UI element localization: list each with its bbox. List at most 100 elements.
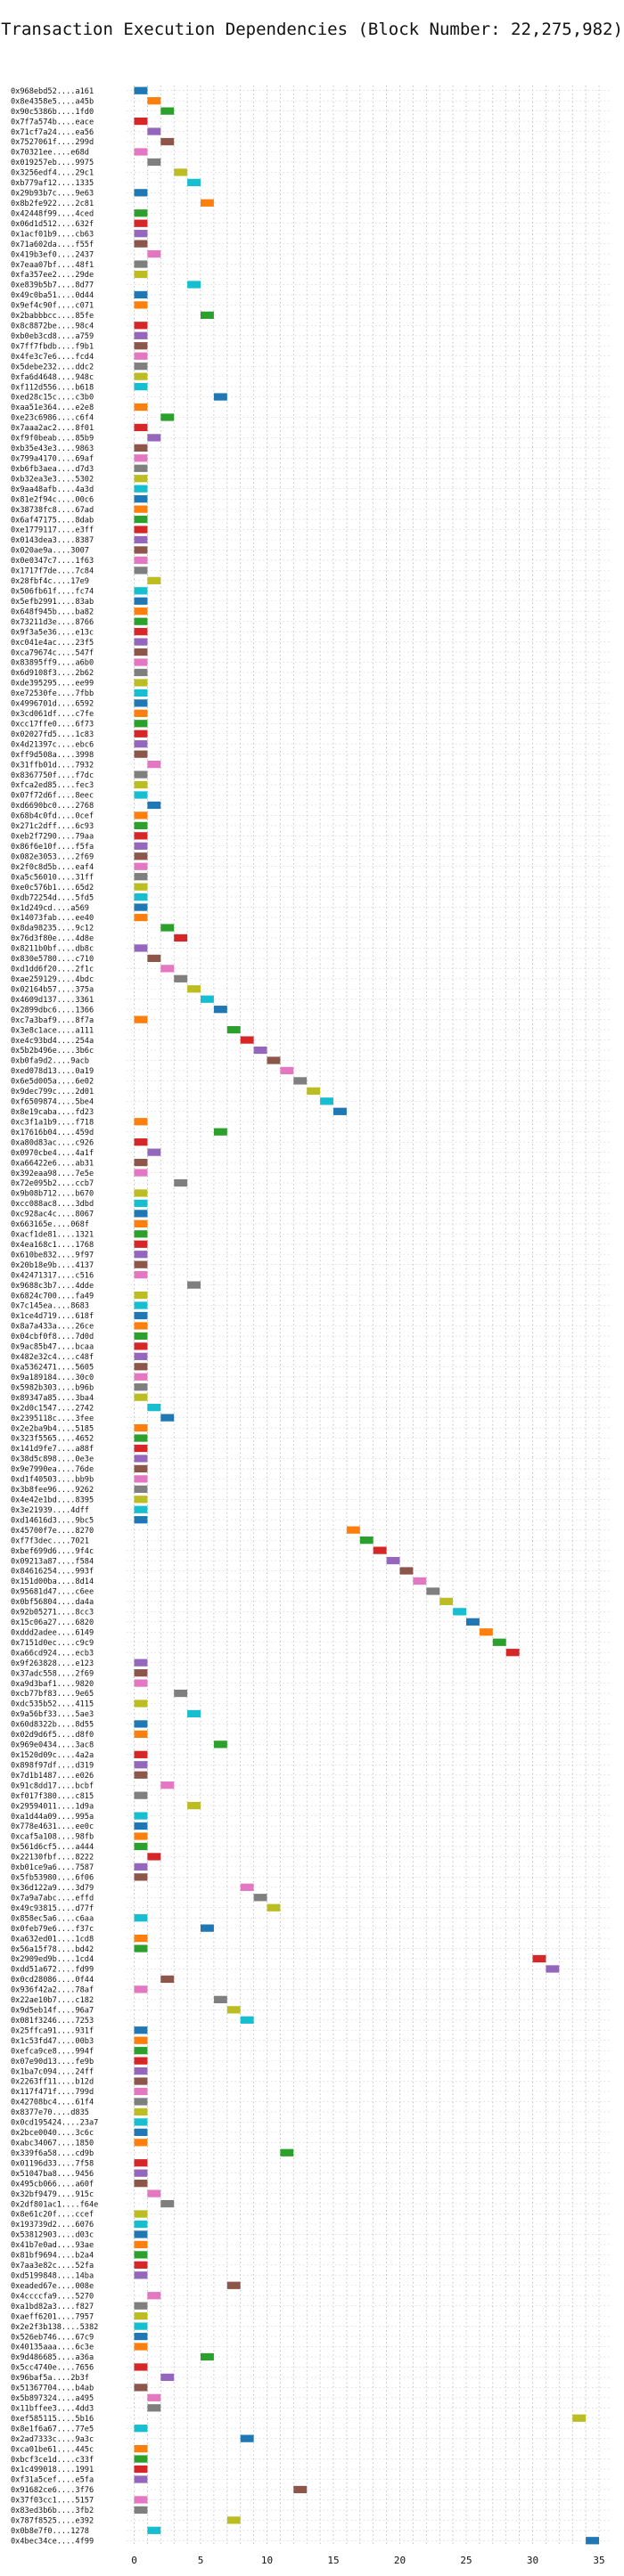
row-label: 0x7aa3e82c....52fa [11,2262,94,2270]
row-label: 0x42471317....c516 [11,1271,94,1280]
task-bar [134,1322,148,1330]
task-bar [147,761,161,769]
row-label: 0xcc17ffe0....6f73 [11,720,94,729]
row-label: 0x8367750f....f7dc [11,771,94,780]
row-label: 0x1520d09c....4a2a [11,1751,94,1760]
row-label: 0xa1bd82a3....f827 [11,2303,94,2311]
row-label: 0x51047ba8....9456 [11,2170,94,2179]
row-label: 0xdd51a672....fd99 [11,1966,94,1975]
row-label: 0x392eaa98....7e5e [11,1170,94,1178]
row-label: 0x7ff7fbdb....f9b1 [11,342,94,351]
task-bar [187,1281,201,1289]
task-bar [147,2526,161,2534]
task-bar [134,2180,148,2188]
row-label: 0x799a4170....69af [11,455,94,464]
row-label: 0x01196d33....7f58 [11,2159,94,2168]
task-bar [134,240,148,248]
task-bar [134,1659,148,1667]
task-bar [134,811,148,819]
row-label: 0x7c145ea....8683 [11,1302,89,1311]
task-bar [134,1251,148,1259]
task-bar [134,148,148,156]
task-bar [134,2057,148,2065]
row-label: 0x73211d3e....8766 [11,618,94,627]
row-label: 0xd5199848....14ba [11,2271,94,2280]
row-label: 0x2d0c1547....2742 [11,1404,94,1413]
row-label: 0xa66422e6....ab31 [11,1159,94,1168]
row-label: 0xc928ac4c....8067 [11,1211,94,1219]
task-bar [134,2036,148,2044]
row-label: 0x778e4631....ee0c [11,1822,94,1831]
row-label: 0x561d6cf5....a444 [11,1843,94,1852]
row-label: 0x28fbf4c....17e9 [11,577,89,586]
task-bar [134,1311,148,1320]
row-label: 0xca01be61....445c [11,2445,94,2454]
row-label: 0xa1d44a09....995a [11,1813,94,1822]
task-bar [134,219,148,227]
row-label: 0x91c8dd17....bcbf [11,1781,94,1790]
task-bar [134,1720,148,1728]
row-label: 0x49c93815....d77f [11,1904,94,1913]
task-bar [333,1107,347,1115]
task-bar [134,1291,148,1300]
task-bar [134,1464,148,1473]
task-bar [134,2047,148,2055]
task-bar [134,750,148,758]
task-bar [240,1036,254,1044]
task-bar [147,2404,161,2412]
task-bar [134,1015,148,1023]
row-label: 0x7eaa07bf....48f1 [11,261,94,270]
task-bar [134,607,148,615]
row-label: 0x9d486685....a36a [11,2353,94,2362]
row-label: 0x83895ff9....a6b0 [11,659,94,668]
task-bar [134,2363,148,2371]
row-label: 0x141d9fe7....a88f [11,1445,94,1454]
row-label: 0x2f0c8d5b....eaf4 [11,863,94,872]
task-bar [134,730,148,738]
row-label: 0x6824c700....fa49 [11,1292,94,1300]
task-bar [134,1771,148,1779]
task-bar [134,372,148,380]
row-label: 0x4fe3c7e6....fcd4 [11,353,94,362]
task-bar [134,189,148,197]
task-bar [134,903,148,911]
row-label: 0x53812903....d03c [11,2231,94,2240]
row-label: 0xb0fa9d2....9acb [11,1057,89,1066]
row-label: 0x2395118c....3fee [11,1414,94,1423]
row-label: 0xd1dd6f20....2f1c [11,966,94,974]
row-label: 0x117f471f....799d [11,2088,94,2097]
row-label: 0xae259129....4bdc [11,975,94,984]
row-label: 0x20b18e9b....4137 [11,1261,94,1270]
row-label: 0xa66cd924....ecb3 [11,1649,94,1658]
task-bar [134,495,148,503]
row-label: 0x81e2f94c....00c6 [11,495,94,504]
task-bar [160,965,175,973]
row-label: 0x9aa48afb....4a3d [11,485,94,494]
row-label: 0x86f6e10f....f5fa [11,843,94,852]
task-bar [134,2118,148,2126]
row-label: 0xaeff6201....7957 [11,2312,94,2321]
row-label: 0x3b8fee96....9262 [11,1486,94,1495]
row-label: 0x2df801ac1....f64e [11,2200,98,2209]
row-label: 0x2909ed9b....1cd4 [11,1955,94,1964]
row-label: 0x2babbbcc....85fe [11,312,94,321]
task-bar [134,1393,148,1401]
task-bar [134,2220,148,2229]
task-bar [213,1128,227,1136]
task-bar [134,791,148,799]
task-bar [160,2199,175,2208]
task-bar [413,1577,427,1586]
task-bar [134,597,148,605]
task-bar [213,393,227,401]
task-bar [134,331,148,339]
task-bar [134,617,148,625]
row-label: 0x8da98235....9c12 [11,925,94,933]
row-label: 0x8e19caba....fd23 [11,1108,94,1117]
row-label: 0x5982b303....b96b [11,1383,94,1392]
task-bar [546,1965,560,1973]
row-label: 0xd1f40503....bb9b [11,1476,94,1485]
task-bar [505,1649,520,1657]
row-label: 0x9d5eb14f....96a7 [11,2007,94,2016]
row-label: 0x38738fc8....67ad [11,506,94,515]
row-label: 0xf112d556....b618 [11,383,94,392]
